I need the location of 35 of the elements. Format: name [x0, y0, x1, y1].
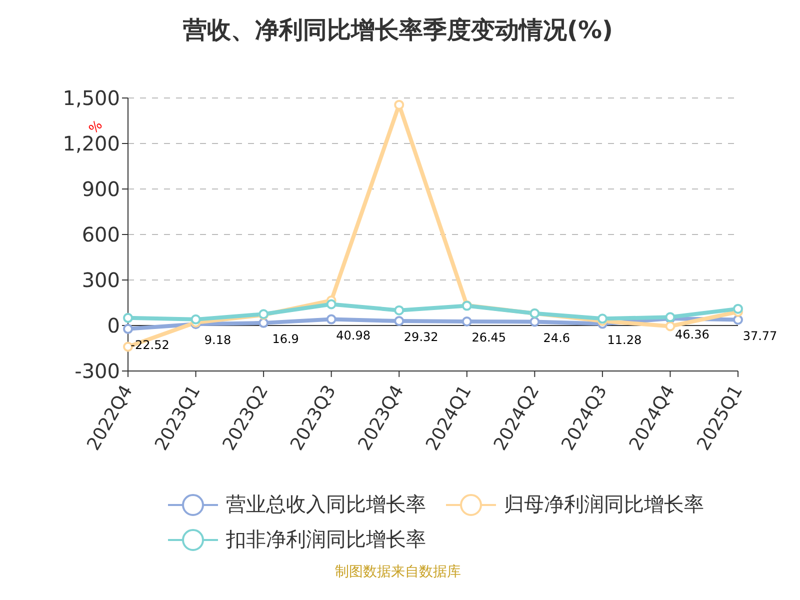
point	[462, 316, 472, 326]
point	[733, 304, 743, 314]
legend-label: 归母净利润同比增长率	[503, 491, 704, 518]
y-tick-label: 300	[82, 268, 120, 292]
data-label: 24.6	[543, 330, 570, 345]
point	[123, 312, 133, 323]
data-label: 37.77	[742, 328, 778, 343]
y-tick-label: 1,200	[62, 132, 120, 156]
y-tick-label: 900	[82, 177, 120, 202]
point	[326, 299, 336, 310]
data-label: 46.36	[675, 327, 710, 342]
point	[190, 314, 201, 324]
point	[665, 321, 676, 332]
data-label: 16.9	[272, 332, 299, 346]
y-tick-label: 0	[107, 314, 120, 338]
y-tick-label: -300	[74, 359, 120, 384]
data-label: 11.28	[607, 332, 642, 347]
point	[394, 100, 404, 110]
data-label: -22.52	[130, 338, 170, 352]
y-tick-label: 600	[82, 222, 120, 247]
data-label: 29.32	[404, 330, 438, 344]
point	[733, 314, 743, 325]
legend-label: 扣非净利润同比增长率	[225, 526, 426, 553]
data-label: 9.18	[204, 333, 232, 348]
point	[394, 316, 404, 326]
chart-title: 营收、净利同比增长率季度变动情况(%)	[182, 15, 614, 46]
text: 制图数据来自数据库	[334, 563, 462, 581]
data-label: 40.98	[336, 328, 371, 342]
data-label: 26.45	[472, 330, 506, 344]
point	[394, 305, 404, 316]
point	[530, 316, 540, 327]
point	[326, 314, 336, 324]
point	[258, 318, 269, 328]
legend-label: 营业总收入同比增长率	[225, 491, 426, 518]
y-tick-label: 1,500	[62, 86, 120, 110]
